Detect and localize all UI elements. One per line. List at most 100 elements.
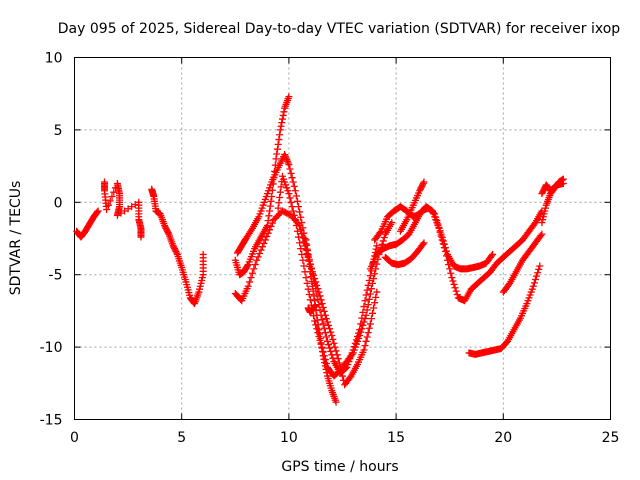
data-point bbox=[321, 359, 329, 367]
data-point bbox=[327, 328, 335, 336]
data-point bbox=[276, 126, 284, 134]
data-point bbox=[265, 212, 273, 220]
data-point bbox=[302, 236, 310, 244]
data-point bbox=[308, 282, 316, 290]
data-point bbox=[124, 205, 132, 213]
data-point bbox=[264, 229, 272, 237]
series-early-pass bbox=[73, 207, 102, 241]
data-point bbox=[333, 351, 341, 359]
data-point bbox=[366, 290, 374, 298]
data-point bbox=[306, 268, 314, 276]
data-point bbox=[113, 211, 121, 219]
data-point bbox=[371, 270, 379, 278]
series-evening-arc-b bbox=[499, 230, 546, 296]
data-point bbox=[173, 249, 181, 257]
data-point bbox=[441, 248, 449, 256]
data-point bbox=[322, 315, 330, 323]
data-point bbox=[117, 209, 125, 217]
data-point bbox=[362, 337, 370, 345]
data-point bbox=[318, 347, 326, 355]
data-point bbox=[366, 320, 374, 328]
data-point bbox=[360, 303, 368, 311]
data-point bbox=[295, 233, 303, 241]
data-point bbox=[420, 239, 428, 247]
data-point bbox=[263, 221, 271, 229]
data-point bbox=[93, 208, 101, 216]
data-point bbox=[285, 190, 293, 198]
data-point bbox=[303, 279, 311, 287]
data-point bbox=[329, 335, 337, 343]
series-midday-arc-c bbox=[231, 207, 381, 389]
data-point bbox=[276, 193, 284, 201]
data-point bbox=[276, 131, 284, 139]
data-point bbox=[297, 245, 305, 253]
data-point bbox=[244, 282, 252, 290]
data-point bbox=[291, 216, 299, 224]
data-point bbox=[369, 279, 377, 287]
data-point bbox=[379, 237, 387, 245]
data-point bbox=[293, 227, 301, 235]
data-point bbox=[273, 150, 281, 158]
data-point bbox=[315, 301, 323, 309]
data-point bbox=[420, 178, 428, 186]
data-point bbox=[288, 174, 296, 182]
data-point bbox=[299, 256, 307, 264]
data-point bbox=[316, 292, 324, 300]
data-point bbox=[247, 274, 255, 282]
series-evening-arc bbox=[465, 262, 544, 358]
data-point bbox=[264, 217, 272, 225]
data-point bbox=[274, 140, 282, 148]
data-point bbox=[288, 203, 296, 211]
data-point bbox=[254, 253, 262, 261]
data-point bbox=[137, 233, 145, 241]
series-sharp-dip bbox=[302, 236, 340, 406]
data-point bbox=[530, 279, 538, 287]
data-points bbox=[73, 93, 567, 406]
data-point bbox=[313, 316, 321, 324]
data-point bbox=[339, 372, 346, 380]
data-point bbox=[266, 207, 274, 215]
data-point bbox=[307, 273, 315, 281]
data-point bbox=[328, 332, 336, 340]
data-point bbox=[94, 207, 102, 215]
data-point bbox=[335, 359, 343, 367]
data-point bbox=[267, 222, 275, 230]
x-tick-label: 5 bbox=[177, 430, 186, 446]
data-point bbox=[367, 315, 375, 323]
data-point bbox=[373, 288, 381, 296]
data-point bbox=[369, 309, 377, 317]
data-point bbox=[266, 202, 274, 210]
data-point bbox=[278, 119, 286, 127]
data-point bbox=[104, 201, 112, 209]
data-point bbox=[316, 330, 324, 338]
y-tick-label: -5 bbox=[49, 268, 63, 284]
data-point bbox=[287, 198, 295, 206]
x-tick-label: 25 bbox=[602, 430, 620, 446]
data-point bbox=[419, 179, 427, 187]
y-tick-label: -15 bbox=[40, 413, 63, 429]
data-point bbox=[266, 226, 274, 234]
data-point bbox=[489, 250, 497, 258]
x-tick-label: 20 bbox=[494, 430, 512, 446]
data-point bbox=[437, 232, 445, 240]
data-point bbox=[275, 199, 283, 207]
data-point bbox=[315, 288, 323, 296]
data-point bbox=[362, 291, 370, 299]
data-point bbox=[304, 252, 312, 260]
data-point bbox=[280, 108, 288, 116]
data-point bbox=[103, 206, 111, 214]
data-point bbox=[447, 269, 455, 277]
y-tick-label: 10 bbox=[45, 51, 63, 67]
series-short-arcs bbox=[101, 178, 145, 241]
data-point bbox=[310, 304, 318, 312]
data-point bbox=[303, 247, 311, 255]
data-point bbox=[307, 264, 315, 272]
data-point bbox=[361, 342, 369, 350]
data-point bbox=[290, 211, 298, 219]
data-point bbox=[298, 230, 306, 238]
data-point bbox=[365, 324, 373, 332]
data-point bbox=[326, 325, 334, 333]
data-point bbox=[317, 296, 325, 304]
data-point bbox=[332, 347, 340, 355]
data-point bbox=[305, 257, 313, 265]
